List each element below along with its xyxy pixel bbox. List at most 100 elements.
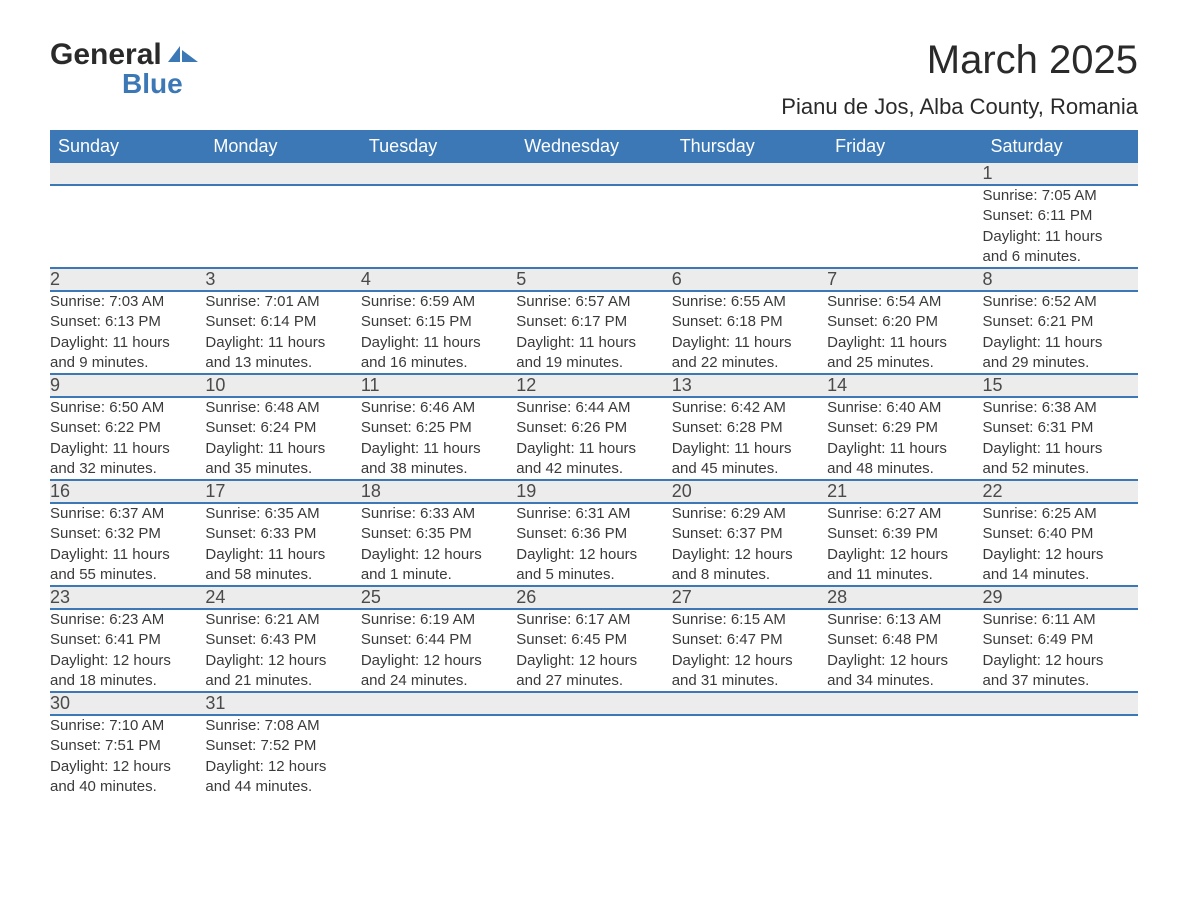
- day-sr: Sunrise: 7:05 AM: [983, 186, 1138, 206]
- day-d2: and 55 minutes.: [50, 565, 205, 585]
- day-detail-row: Sunrise: 6:50 AMSunset: 6:22 PMDaylight:…: [50, 397, 1138, 480]
- day-detail-cell: Sunrise: 7:10 AMSunset: 7:51 PMDaylight:…: [50, 715, 205, 797]
- day-detail-row: Sunrise: 6:23 AMSunset: 6:41 PMDaylight:…: [50, 609, 1138, 692]
- day-number-cell: 14: [827, 374, 982, 397]
- day-number-cell: [205, 163, 360, 185]
- day-sr: Sunrise: 6:25 AM: [983, 504, 1138, 524]
- day-ss: Sunset: 6:20 PM: [827, 312, 982, 332]
- day-d2: and 25 minutes.: [827, 353, 982, 373]
- day-number-cell: 8: [983, 268, 1138, 291]
- day-d2: and 18 minutes.: [50, 671, 205, 691]
- day-d2: and 8 minutes.: [672, 565, 827, 585]
- day-d2: and 32 minutes.: [50, 459, 205, 479]
- day-d2: and 31 minutes.: [672, 671, 827, 691]
- day-d2: and 24 minutes.: [361, 671, 516, 691]
- day-d1: Daylight: 12 hours: [205, 651, 360, 671]
- day-detail-cell: [361, 185, 516, 268]
- day-sr: Sunrise: 6:57 AM: [516, 292, 671, 312]
- day-number-cell: [983, 692, 1138, 715]
- day-d1: Daylight: 12 hours: [672, 651, 827, 671]
- day-number-cell: 13: [672, 374, 827, 397]
- day-ss: Sunset: 6:14 PM: [205, 312, 360, 332]
- day-detail-cell: Sunrise: 6:35 AMSunset: 6:33 PMDaylight:…: [205, 503, 360, 586]
- day-d2: and 40 minutes.: [50, 777, 205, 797]
- day-detail-cell: [361, 715, 516, 797]
- day-detail-cell: [50, 185, 205, 268]
- day-sr: Sunrise: 6:59 AM: [361, 292, 516, 312]
- day-d1: Daylight: 12 hours: [205, 757, 360, 777]
- weekday-header: Monday: [205, 130, 360, 163]
- day-sr: Sunrise: 6:15 AM: [672, 610, 827, 630]
- day-detail-row: Sunrise: 7:10 AMSunset: 7:51 PMDaylight:…: [50, 715, 1138, 797]
- day-number-cell: 30: [50, 692, 205, 715]
- day-number-row: 2345678: [50, 268, 1138, 291]
- day-ss: Sunset: 6:21 PM: [983, 312, 1138, 332]
- day-number-cell: [672, 692, 827, 715]
- day-detail-cell: Sunrise: 6:31 AMSunset: 6:36 PMDaylight:…: [516, 503, 671, 586]
- day-d1: Daylight: 12 hours: [361, 545, 516, 565]
- day-ss: Sunset: 6:35 PM: [361, 524, 516, 544]
- day-detail-cell: Sunrise: 6:27 AMSunset: 6:39 PMDaylight:…: [827, 503, 982, 586]
- day-d1: Daylight: 11 hours: [361, 333, 516, 353]
- day-detail-cell: Sunrise: 6:33 AMSunset: 6:35 PMDaylight:…: [361, 503, 516, 586]
- day-sr: Sunrise: 6:35 AM: [205, 504, 360, 524]
- weekday-header-row: Sunday Monday Tuesday Wednesday Thursday…: [50, 130, 1138, 163]
- day-sr: Sunrise: 7:01 AM: [205, 292, 360, 312]
- day-sr: Sunrise: 6:31 AM: [516, 504, 671, 524]
- day-d1: Daylight: 12 hours: [983, 545, 1138, 565]
- day-number-cell: 27: [672, 586, 827, 609]
- day-ss: Sunset: 6:44 PM: [361, 630, 516, 650]
- weekday-header: Sunday: [50, 130, 205, 163]
- day-detail-cell: Sunrise: 6:13 AMSunset: 6:48 PMDaylight:…: [827, 609, 982, 692]
- day-d1: Daylight: 11 hours: [50, 545, 205, 565]
- day-detail-cell: Sunrise: 6:23 AMSunset: 6:41 PMDaylight:…: [50, 609, 205, 692]
- day-number-cell: [361, 692, 516, 715]
- day-d2: and 1 minute.: [361, 565, 516, 585]
- day-d2: and 48 minutes.: [827, 459, 982, 479]
- day-d2: and 14 minutes.: [983, 565, 1138, 585]
- day-sr: Sunrise: 6:33 AM: [361, 504, 516, 524]
- day-sr: Sunrise: 6:38 AM: [983, 398, 1138, 418]
- day-number-cell: 22: [983, 480, 1138, 503]
- day-detail-cell: Sunrise: 6:17 AMSunset: 6:45 PMDaylight:…: [516, 609, 671, 692]
- day-number-row: 16171819202122: [50, 480, 1138, 503]
- day-d1: Daylight: 12 hours: [827, 651, 982, 671]
- title-location: Pianu de Jos, Alba County, Romania: [781, 94, 1138, 120]
- page-header: General Blue March 2025 Pianu de Jos, Al…: [50, 40, 1138, 120]
- day-number-cell: 9: [50, 374, 205, 397]
- day-detail-cell: Sunrise: 6:44 AMSunset: 6:26 PMDaylight:…: [516, 397, 671, 480]
- day-detail-cell: Sunrise: 6:25 AMSunset: 6:40 PMDaylight:…: [983, 503, 1138, 586]
- day-number-cell: 23: [50, 586, 205, 609]
- day-d2: and 9 minutes.: [50, 353, 205, 373]
- day-detail-cell: Sunrise: 6:50 AMSunset: 6:22 PMDaylight:…: [50, 397, 205, 480]
- day-sr: Sunrise: 7:08 AM: [205, 716, 360, 736]
- day-detail-cell: Sunrise: 7:05 AMSunset: 6:11 PMDaylight:…: [983, 185, 1138, 268]
- day-ss: Sunset: 6:15 PM: [361, 312, 516, 332]
- title-month: March 2025: [781, 40, 1138, 80]
- day-sr: Sunrise: 6:27 AM: [827, 504, 982, 524]
- calendar-table: Sunday Monday Tuesday Wednesday Thursday…: [50, 130, 1138, 797]
- day-d1: Daylight: 12 hours: [516, 545, 671, 565]
- day-number-cell: 11: [361, 374, 516, 397]
- day-detail-row: Sunrise: 6:37 AMSunset: 6:32 PMDaylight:…: [50, 503, 1138, 586]
- logo-text-top: General: [50, 38, 162, 71]
- day-ss: Sunset: 6:31 PM: [983, 418, 1138, 438]
- day-d1: Daylight: 12 hours: [50, 651, 205, 671]
- day-sr: Sunrise: 6:50 AM: [50, 398, 205, 418]
- day-detail-cell: Sunrise: 6:37 AMSunset: 6:32 PMDaylight:…: [50, 503, 205, 586]
- logo-text-bottom: Blue: [122, 68, 183, 99]
- day-d1: Daylight: 12 hours: [361, 651, 516, 671]
- day-d2: and 58 minutes.: [205, 565, 360, 585]
- day-detail-cell: Sunrise: 6:40 AMSunset: 6:29 PMDaylight:…: [827, 397, 982, 480]
- day-detail-cell: [672, 185, 827, 268]
- day-sr: Sunrise: 6:19 AM: [361, 610, 516, 630]
- day-d1: Daylight: 12 hours: [672, 545, 827, 565]
- day-d2: and 5 minutes.: [516, 565, 671, 585]
- title-block: March 2025 Pianu de Jos, Alba County, Ro…: [781, 40, 1138, 120]
- day-number-cell: 5: [516, 268, 671, 291]
- day-detail-cell: [827, 185, 982, 268]
- day-number-cell: 2: [50, 268, 205, 291]
- day-detail-row: Sunrise: 7:05 AMSunset: 6:11 PMDaylight:…: [50, 185, 1138, 268]
- day-d2: and 45 minutes.: [672, 459, 827, 479]
- day-d2: and 11 minutes.: [827, 565, 982, 585]
